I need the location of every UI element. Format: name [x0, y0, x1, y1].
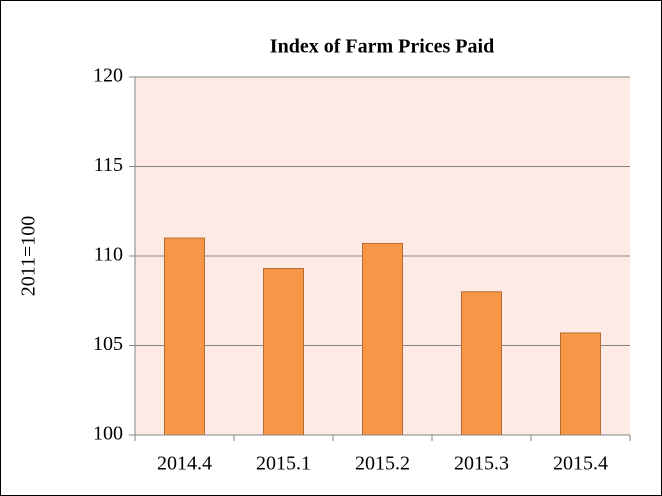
bar	[560, 332, 601, 436]
x-tick-label: 2015.4	[553, 453, 608, 475]
y-tick-label: 110	[94, 244, 123, 266]
bar	[164, 237, 205, 436]
y-axis-label: 2011=100	[18, 216, 40, 297]
bar	[362, 242, 403, 436]
bar	[461, 291, 502, 436]
x-tick-label: 2015.3	[454, 453, 509, 475]
x-tick-label: 2014.4	[157, 453, 212, 475]
chart-title: Index of Farm Prices Paid	[270, 36, 494, 58]
y-tick-label: 105	[93, 333, 123, 355]
y-tick-label: 120	[93, 65, 123, 87]
bar	[263, 268, 304, 436]
x-tick-label: 2015.1	[256, 453, 311, 475]
y-tick-label: 115	[94, 154, 123, 176]
x-tick-label: 2015.2	[355, 453, 410, 475]
y-tick-label: 100	[93, 423, 123, 445]
